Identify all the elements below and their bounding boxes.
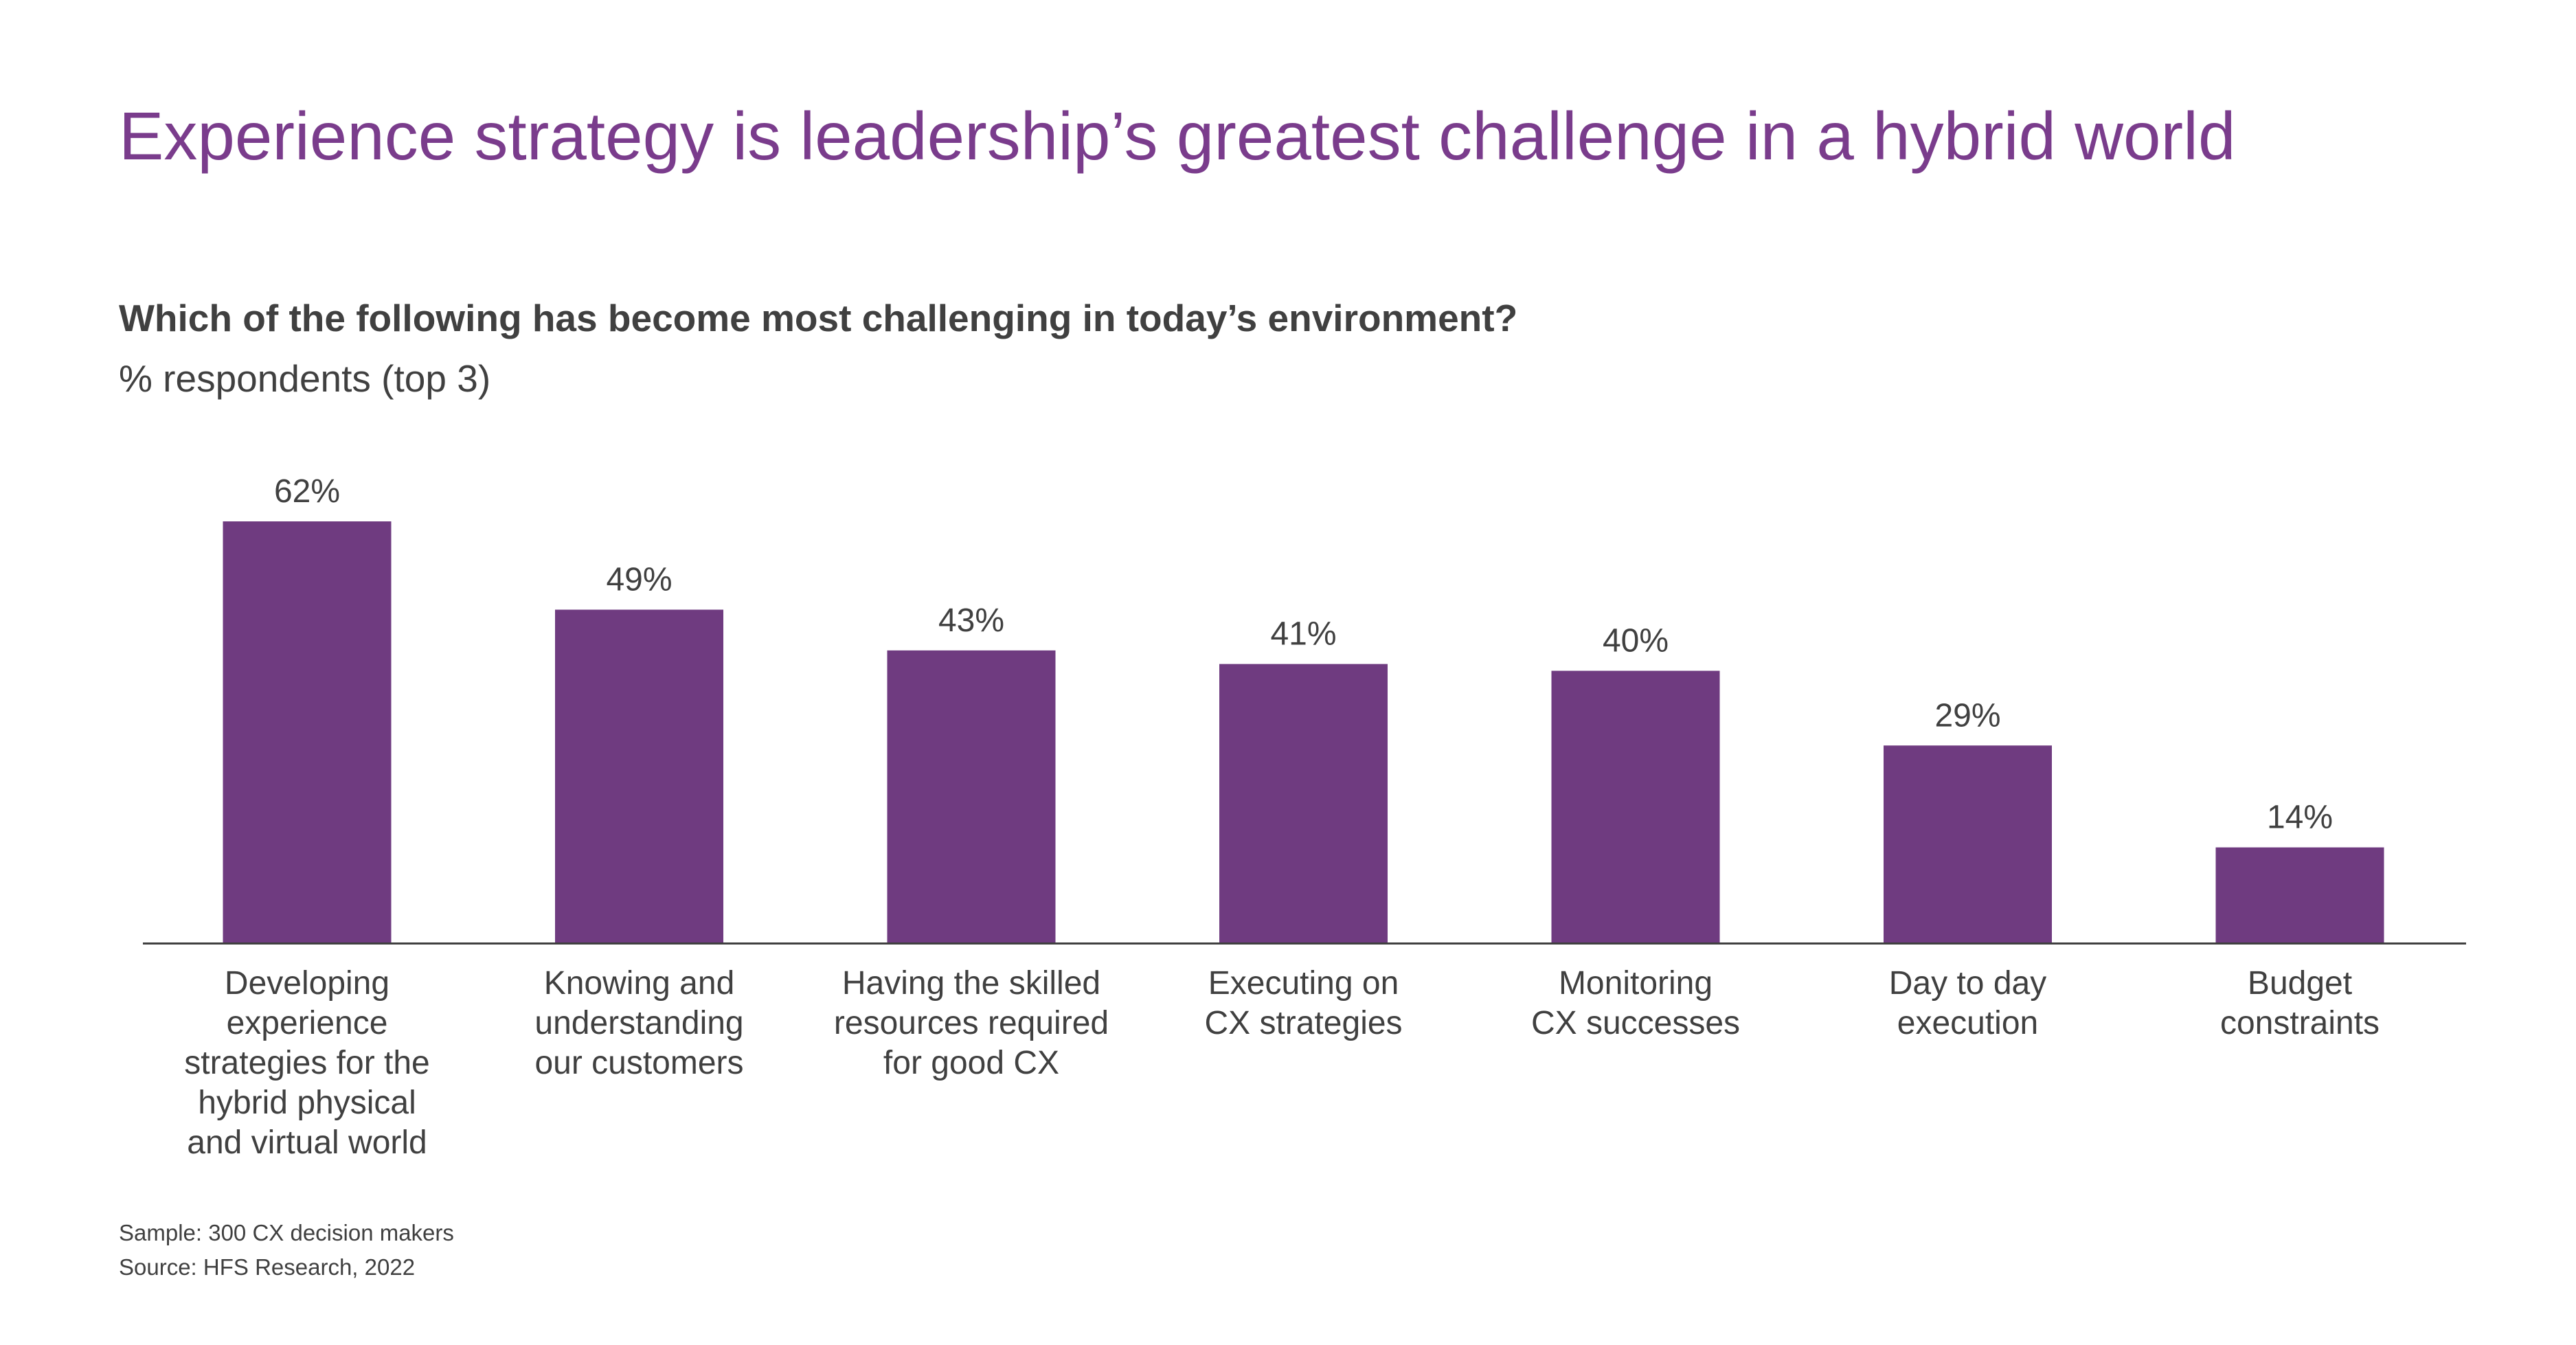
bar-5 <box>1551 670 1720 942</box>
category-label-3: Having the skilled resources required fo… <box>833 965 1109 1081</box>
bar-3 <box>887 650 1056 942</box>
bar-2 <box>555 609 723 942</box>
value-label-6: 29% <box>1934 697 2000 734</box>
bar-6 <box>1884 745 2052 942</box>
value-label-1: 62% <box>274 473 340 510</box>
value-label-7: 14% <box>2267 800 2333 836</box>
chart-title: Experience strategy is leadership’s grea… <box>119 98 2236 174</box>
category-label-4: Executing on CX strategies <box>1204 965 1403 1041</box>
bar-1 <box>223 521 392 942</box>
value-label-4: 41% <box>1270 616 1336 653</box>
source-note: Source: HFS Research, 2022 <box>119 1254 416 1280</box>
category-label-2: Knowing and understanding our customers <box>534 965 744 1081</box>
chart-subtitle: % respondents (top 3) <box>119 357 491 400</box>
value-label-5: 40% <box>1603 623 1669 659</box>
bar-4 <box>1219 664 1388 942</box>
value-label-3: 43% <box>938 602 1004 639</box>
category-label-6: Day to day execution <box>1888 965 2047 1041</box>
bar-7 <box>2215 847 2384 942</box>
category-label-1: Developing experience strategies for the… <box>184 965 430 1161</box>
survey-question: Which of the following has become most c… <box>119 297 1518 339</box>
value-label-2: 49% <box>606 562 672 598</box>
sample-note: Sample: 300 CX decision makers <box>119 1220 454 1245</box>
category-label-7: Budget constraints <box>2219 965 2380 1041</box>
category-label-5: Monitoring CX successes <box>1530 965 1741 1041</box>
